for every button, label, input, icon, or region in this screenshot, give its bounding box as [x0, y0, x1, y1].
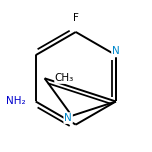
- Text: CH₃: CH₃: [55, 73, 74, 83]
- Text: NH₂: NH₂: [6, 97, 26, 106]
- Text: N: N: [112, 47, 120, 56]
- Text: F: F: [73, 13, 79, 23]
- Text: N: N: [64, 113, 72, 123]
